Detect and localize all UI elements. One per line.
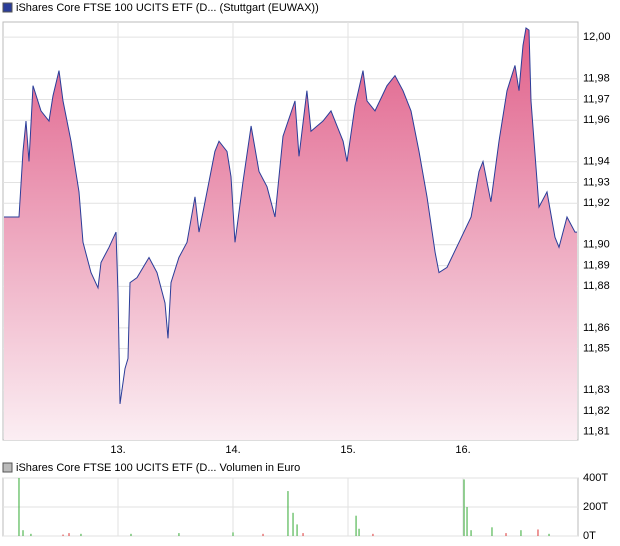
bar (302, 533, 304, 536)
bar (22, 530, 24, 536)
y-tick-label: 200T (583, 501, 608, 513)
bar (505, 533, 507, 536)
bar (466, 507, 468, 536)
bar (537, 529, 539, 536)
bar (68, 533, 70, 536)
line (4, 27, 577, 404)
bar (358, 528, 360, 536)
y-tick-label: 11,85 (583, 343, 610, 355)
bar (232, 532, 234, 536)
y-tick-label: 11,97 (583, 93, 610, 105)
bar (287, 491, 289, 536)
bar (463, 479, 465, 536)
y-tick-label: 11,90 (583, 239, 610, 251)
y-tick-label: 11,82 (583, 405, 610, 417)
y-tick-label: 11,98 (583, 73, 610, 85)
bar (470, 530, 472, 536)
y-tick-label: 11,86 (583, 322, 610, 334)
bar (80, 533, 82, 536)
y-tick-label: 11,93 (583, 176, 610, 188)
bar (292, 512, 294, 536)
bar (18, 478, 20, 536)
y-tick-label: 0T (583, 530, 596, 542)
y-tick-label: 11,88 (583, 280, 610, 292)
x-tick-label: 14. (225, 444, 240, 456)
bar (262, 533, 264, 536)
bar (372, 533, 374, 536)
bar (491, 527, 493, 536)
chart-title: iShares Core FTSE 100 UCITS ETF (D... (S… (16, 2, 319, 14)
chart-title: iShares Core FTSE 100 UCITS ETF (D... Vo… (16, 462, 300, 474)
y-tick-label: 11,96 (583, 114, 610, 126)
bar (130, 533, 132, 536)
area (4, 28, 577, 440)
bar (520, 530, 522, 536)
bar (178, 533, 180, 536)
y-tick-label: 11,81 (583, 426, 610, 438)
y-tick-label: 11,92 (583, 197, 610, 209)
legend-swatch (2, 2, 13, 13)
y-tick-label: 400T (583, 472, 608, 484)
bar (296, 524, 298, 536)
bar (62, 534, 64, 536)
y-tick-label: 11,83 (583, 384, 610, 396)
y-tick-label: 12,00 (583, 31, 611, 43)
x-tick-label: 15. (340, 444, 355, 456)
y-tick-label: 11,89 (583, 259, 610, 271)
bar (548, 533, 550, 536)
x-tick-label: 13. (110, 444, 125, 456)
bar (355, 515, 357, 536)
legend-swatch (2, 462, 13, 473)
bar (30, 533, 32, 536)
y-tick-label: 11,94 (583, 156, 610, 168)
x-tick-label: 16. (455, 444, 470, 456)
